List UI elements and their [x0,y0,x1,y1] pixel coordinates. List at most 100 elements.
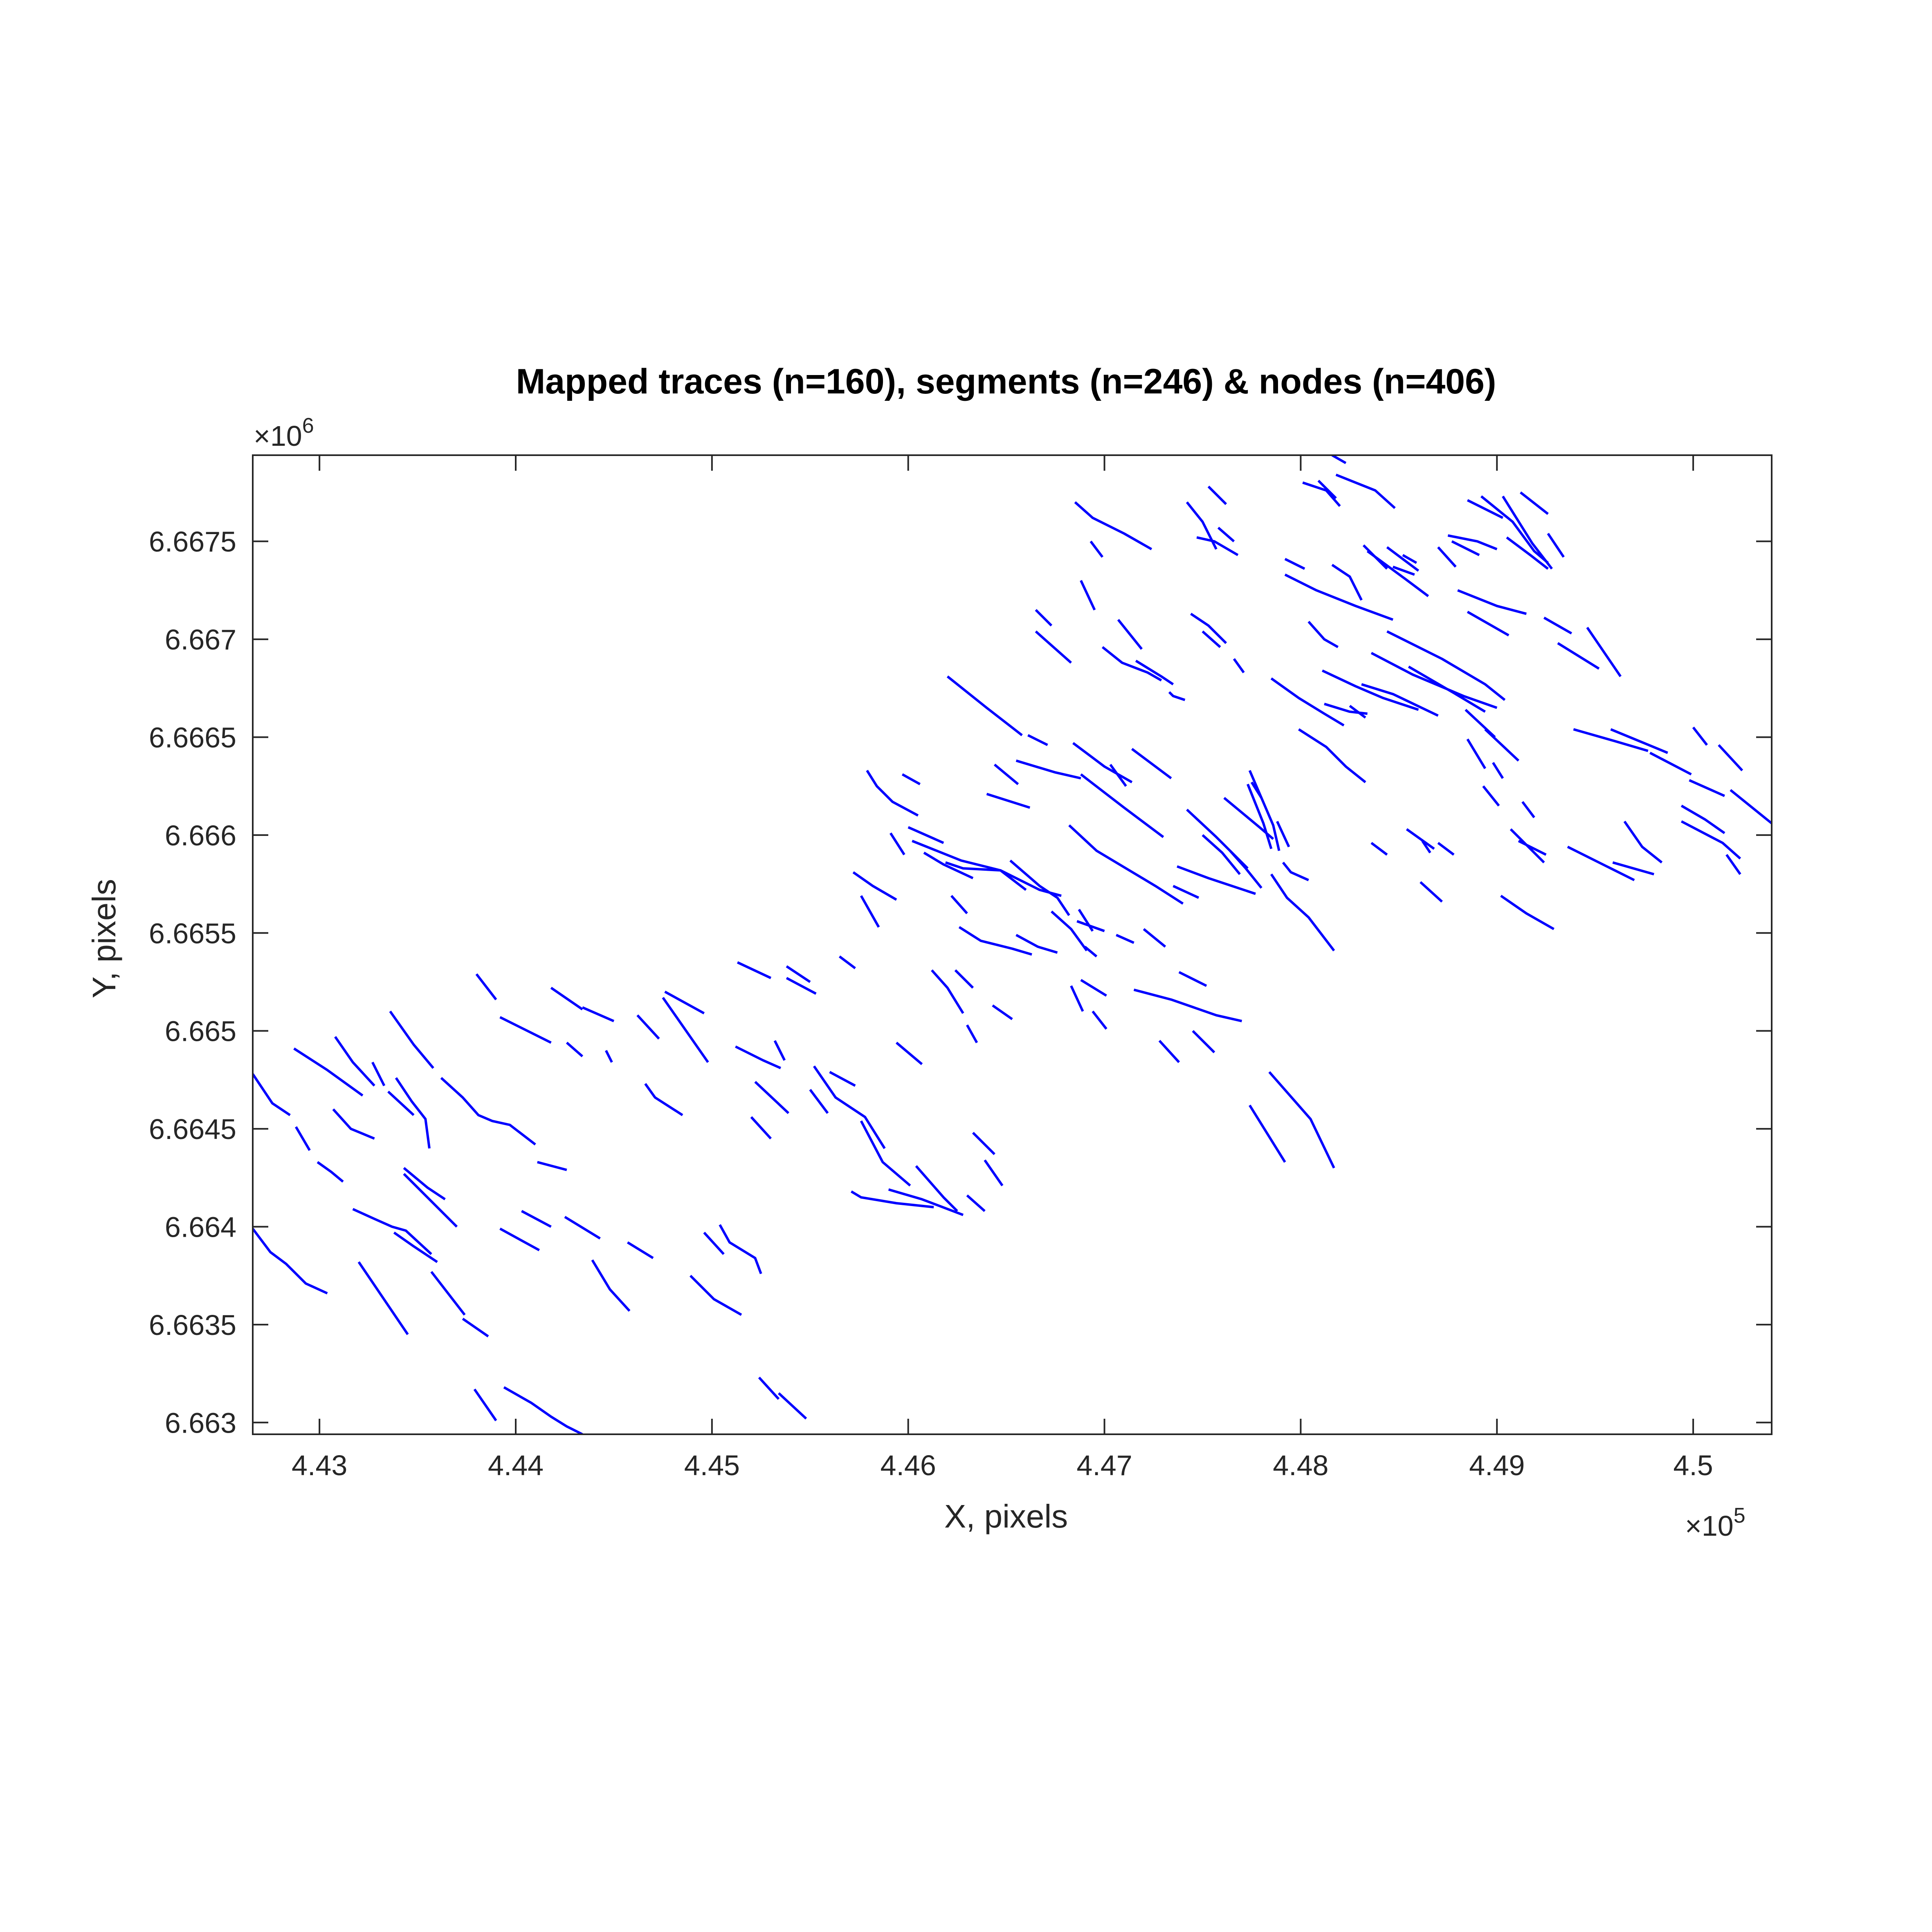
trace-line-140 [1331,564,1363,601]
trace-line-32 [537,1161,567,1171]
trace-line-51 [813,1065,886,1149]
trace-line-158 [1557,642,1600,670]
trace-line-7 [253,1228,328,1295]
trace-line-11 [389,1011,434,1069]
trace-line-56 [915,1165,958,1212]
trace-line-187 [1420,881,1443,903]
trace-line-192 [1249,1105,1286,1163]
trace-line-177 [1500,894,1555,930]
trace-line-146 [1437,546,1457,568]
trace-line-118 [1173,885,1200,899]
trace-line-113 [1190,613,1227,644]
trace-line-122 [1202,834,1241,875]
trace-line-130 [1307,621,1339,648]
trace-line-98 [1109,764,1127,787]
trace-line-6 [317,1161,344,1183]
trace-line-18 [430,1271,466,1316]
trace-line-127 [1248,770,1281,851]
trace-line-62 [954,969,974,989]
trace-line-164 [1610,728,1668,754]
y-axis-label: Y, pixels [86,879,122,998]
trace-line-173 [1725,854,1741,875]
trace-line-121 [1229,850,1263,889]
trace-line-45 [773,1040,786,1061]
trace-line-58 [984,1159,1004,1186]
trace-line-83 [1050,910,1088,952]
x-tick-label: 4.46 [881,1449,936,1481]
trace-line-189 [1421,840,1431,854]
y-tick-label: 6.6665 [149,721,236,753]
trace-line-153 [1502,495,1553,570]
trace-line-163 [1335,474,1396,509]
trace-line-150 [1467,611,1510,637]
trace-line-24 [550,986,583,1011]
trace-line-124 [1282,862,1309,881]
trace-line-156 [1547,532,1565,558]
trace-line-14 [440,1077,536,1146]
y-tick-label: 6.665 [165,1015,236,1047]
trace-line-28 [644,1083,683,1117]
axes [252,454,1772,1435]
trace-line-12 [387,1090,415,1116]
trace-line-81 [958,926,1032,956]
trace-line-176 [1567,845,1635,881]
x-axis-label: X, pixels [944,1498,1068,1534]
trace-line-111 [1217,526,1235,542]
trace-line-74 [1027,734,1048,746]
trace-line-145 [1402,554,1417,564]
traces [253,455,1772,1434]
trace-line-42 [777,1392,807,1420]
x-tick-label: 4.48 [1273,1449,1328,1481]
trace-line-155 [1519,491,1549,515]
trace-line-185 [1492,762,1504,779]
trace-line-20 [473,1388,497,1422]
trace-line-70 [923,851,974,879]
trace-line-112 [1207,485,1227,505]
trace-line-79 [945,861,1027,891]
trace-line-134 [1361,683,1439,717]
trace-line-170 [1718,744,1743,771]
trace-line-125 [1276,821,1290,847]
trace-line-171 [1730,789,1772,824]
trace-line-75 [1015,759,1081,780]
trace-line-105 [1101,646,1162,682]
trace-line-135 [1408,665,1486,713]
trace-line-68 [866,770,919,817]
trace-line-93 [1133,988,1242,1022]
trace-line-77 [908,826,944,844]
trace-line-106 [1117,619,1143,650]
trace-line-33 [521,1210,552,1228]
y-tick-label: 6.6645 [149,1113,236,1145]
trace-line-133 [1321,669,1419,711]
trace-line-139 [1284,558,1305,570]
trace-line-101 [1035,609,1053,627]
trace-line-61 [966,1024,978,1043]
trace-line-22 [475,973,497,1000]
trace-line-80 [1009,859,1070,916]
trace-line-103 [1090,540,1104,558]
trace-line-174 [1623,820,1663,864]
y-tick-label: 6.6635 [149,1309,236,1341]
trace-line-1 [253,1073,291,1117]
trace-line-60 [931,969,964,1014]
trace-line-66 [852,871,897,901]
trace-line-147 [1451,540,1480,556]
trace-line-183 [1466,738,1486,769]
x-tick-label: 4.45 [684,1449,740,1481]
trace-line-128 [1270,677,1345,727]
trace-line-104 [1074,501,1152,550]
trace-line-161 [1302,481,1341,507]
y-exponent-label: ×106 [254,414,314,452]
trace-line-76 [986,793,1031,809]
trace-line-3 [293,1047,364,1097]
trace-line-67 [889,832,905,856]
y-tick-label: 6.6655 [149,917,236,949]
trace-line-172 [1680,820,1741,860]
trace-line-191 [1268,1071,1335,1169]
trace-line-50 [786,977,817,995]
trace-line-4 [334,1036,375,1087]
trace-line-90 [1078,909,1094,932]
trace-line-188 [1437,842,1455,856]
trace-line-165 [1649,752,1692,776]
